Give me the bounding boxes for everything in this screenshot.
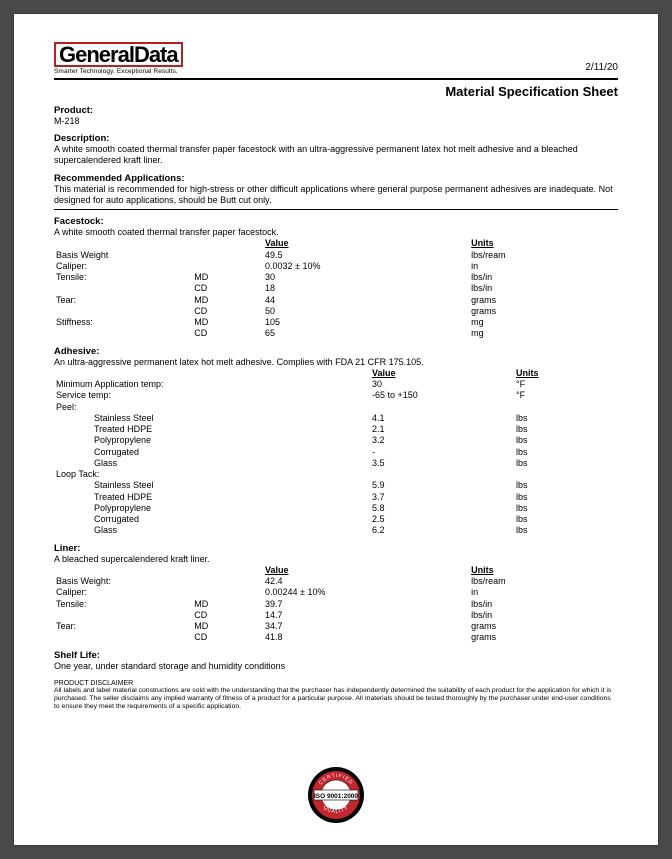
logo-word-data: Data: [134, 42, 178, 67]
col-value: Value: [263, 565, 469, 576]
table-row: Tear:MD44grams: [54, 295, 618, 306]
table-row: Tear:MD34.7grams: [54, 621, 618, 632]
adhesive-label: Adhesive:: [54, 346, 618, 357]
company-logo: GeneralData Smarter Technology. Exceptio…: [54, 42, 183, 75]
table-row: Glass3.5lbs: [54, 458, 618, 469]
table-row: Minimum Application temp:30°F: [54, 379, 618, 390]
logo-tagline: Smarter Technology. Exceptional Results.: [54, 68, 183, 75]
col-units: Units: [514, 368, 618, 379]
table-row: Basis Weight:42.4lbs/ream: [54, 576, 618, 587]
shelf-text: One year, under standard storage and hum…: [54, 661, 618, 672]
table-row: Service temp:-65 to +150°F: [54, 390, 618, 401]
col-value: Value: [370, 368, 514, 379]
liner-table: ValueUnits Basis Weight:42.4lbs/reamCali…: [54, 565, 618, 644]
col-units: Units: [469, 565, 618, 576]
table-row: CD65mg: [54, 328, 618, 339]
logo-word-general: General: [59, 42, 134, 67]
peel-label: Peel:: [54, 402, 618, 413]
table-row: Tensile:MD30lbs/in: [54, 272, 618, 283]
adhesive-table: ValueUnits Minimum Application temp:30°F…: [54, 368, 618, 537]
facestock-desc: A white smooth coated thermal transfer p…: [54, 227, 618, 238]
pdf-viewport: GeneralData Smarter Technology. Exceptio…: [0, 0, 672, 859]
table-row: Corrugated2.5lbs: [54, 514, 618, 525]
table-row: Stainless Steel4.1lbs: [54, 413, 618, 424]
table-row: Caliper:0.00244 ± 10%in: [54, 587, 618, 598]
document-page: GeneralData Smarter Technology. Exceptio…: [14, 14, 658, 845]
table-row: Polypropylene5.8lbs: [54, 503, 618, 514]
table-row: Caliper:0.0032 ± 10%in: [54, 261, 618, 272]
table-row: CD41.8grams: [54, 632, 618, 643]
document-date: 2/11/20: [585, 62, 618, 75]
liner-desc: A bleached supercalendered kraft liner.: [54, 554, 618, 565]
table-row: Corrugated-lbs: [54, 447, 618, 458]
table-row: CD50grams: [54, 306, 618, 317]
table-row: Polypropylene3.2lbs: [54, 435, 618, 446]
table-row: Treated HDPE2.1lbs: [54, 424, 618, 435]
header-rule: [54, 78, 618, 80]
sheet-title: Material Specification Sheet: [54, 84, 618, 99]
col-units: Units: [469, 238, 618, 249]
facestock-label: Facestock:: [54, 216, 618, 227]
loop-label: Loop Tack:: [54, 469, 618, 480]
disclaimer-text: All labels and label material constructi…: [54, 687, 618, 711]
seal-iso: ISO 9001:2000: [314, 793, 358, 800]
description-text: A white smooth coated thermal transfer p…: [54, 144, 618, 167]
applications-text: This material is recommended for high-st…: [54, 184, 618, 207]
table-row: Treated HDPE3.7lbs: [54, 492, 618, 503]
description-label: Description:: [54, 133, 618, 144]
disclaimer-head: PRODUCT DISCLAIMER: [54, 680, 618, 687]
header: GeneralData Smarter Technology. Exceptio…: [54, 42, 618, 75]
facestock-table: ValueUnits Basis Weight49.5lbs/reamCalip…: [54, 238, 618, 339]
table-row: Tensile:MD39.7lbs/in: [54, 599, 618, 610]
table-row: CD14.7lbs/in: [54, 610, 618, 621]
liner-label: Liner:: [54, 543, 618, 554]
section-rule-1: [54, 209, 618, 210]
iso-seal-icon: ISO 9001:2000 CERTIFIED QUALITY: [301, 765, 371, 827]
table-row: Stiffness:MD105mg: [54, 317, 618, 328]
col-value: Value: [263, 238, 469, 249]
product-value: M-218: [54, 116, 618, 127]
table-row: Stainless Steel5.9lbs: [54, 480, 618, 491]
adhesive-desc: An ultra-aggressive permanent latex hot …: [54, 357, 618, 368]
product-label: Product:: [54, 105, 618, 116]
shelf-label: Shelf Life:: [54, 650, 618, 661]
applications-label: Recommended Applications:: [54, 173, 618, 184]
table-row: Glass6.2lbs: [54, 525, 618, 536]
table-row: CD18lbs/in: [54, 283, 618, 294]
table-row: Basis Weight49.5lbs/ream: [54, 250, 618, 261]
